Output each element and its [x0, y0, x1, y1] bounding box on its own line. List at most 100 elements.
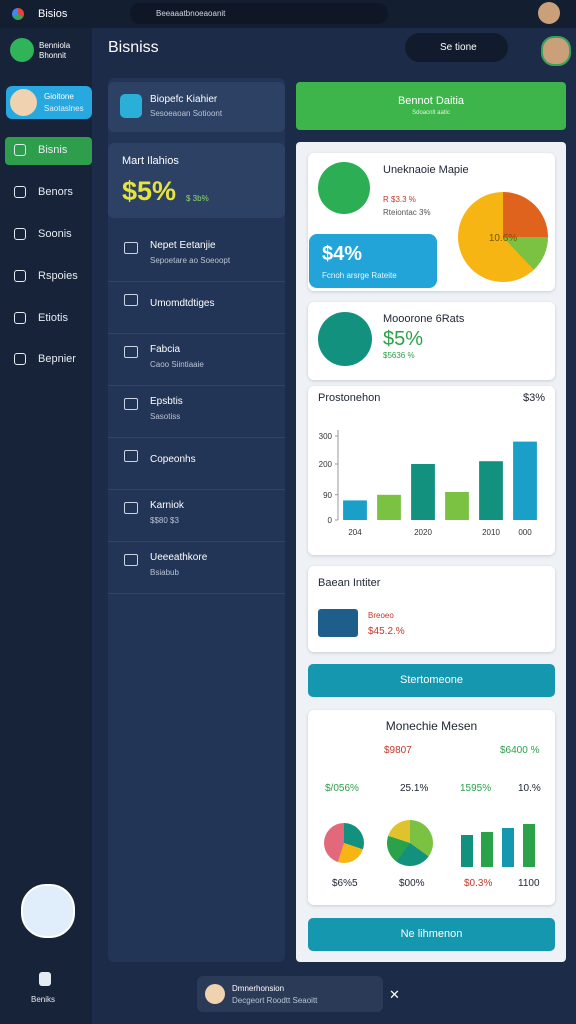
stat-sub: $5636 %: [383, 351, 415, 360]
sidebar: [0, 28, 92, 1024]
metric-value: $5%: [122, 176, 177, 206]
mini-bar: [461, 835, 473, 867]
badge-box: [309, 234, 437, 288]
card-line: Rteiontac 3%: [383, 208, 431, 217]
metric-card: [108, 143, 285, 218]
summary-value: 1100: [518, 878, 540, 889]
url: Beeaaatbnoeaoanit: [156, 9, 226, 18]
account-avatar[interactable]: [538, 2, 560, 24]
item-title: Fabcia: [150, 344, 181, 355]
mini-pie: [387, 820, 433, 866]
brand-name: Bhonnit: [39, 51, 67, 60]
y-tick-label: 0: [328, 516, 333, 525]
tab-title: Bisios: [38, 8, 68, 20]
pie: [458, 192, 548, 282]
summary-value: 25.1%: [400, 783, 429, 794]
stat-avatar: [318, 312, 372, 366]
list-item[interactable]: [108, 542, 285, 594]
toast: [197, 976, 383, 1012]
nav-item[interactable]: Bisnis: [38, 144, 68, 156]
y-tick-label: 300: [319, 432, 333, 441]
pie-label: 10.6%: [488, 233, 518, 244]
summary-value: $6%5: [332, 878, 358, 889]
card-line: R $3.3 %: [383, 195, 416, 204]
bar: [411, 464, 435, 520]
footer-icon: [39, 972, 51, 986]
summary-value: $9807: [384, 745, 412, 756]
list-item[interactable]: [108, 282, 285, 334]
item-icon: [124, 294, 138, 306]
nav-item[interactable]: Etiotis: [38, 312, 68, 324]
nav-icon: [14, 312, 26, 324]
profile-name: Gioitone: [44, 92, 74, 101]
nav-icon: [14, 353, 26, 365]
item-title: Umomdtdtiges: [150, 298, 215, 309]
metric-delta: $ 3b%: [186, 194, 209, 203]
nav-item[interactable]: Rspoies: [38, 270, 78, 282]
info-title: Biopefc Kiahier: [150, 94, 218, 105]
toast-close[interactable]: ✕: [389, 987, 400, 1002]
nav-icon: [14, 144, 26, 156]
brand-logo: [10, 38, 34, 62]
toast-subtitle: Decgeort Roodtt Seaoitt: [232, 996, 318, 1005]
nav-item[interactable]: Benors: [38, 186, 73, 198]
profile-role: Saotaslnes: [44, 104, 84, 113]
primary-button[interactable]: [296, 82, 566, 130]
badge-subtitle: Fcnoh arsrge Rateite: [322, 271, 397, 280]
card4-line: $45.2.%: [368, 626, 405, 637]
button-subtitle: Sdoacnlt aatic: [412, 110, 450, 116]
metric-label: Mart Ilahios: [122, 155, 179, 167]
bar: [343, 500, 367, 520]
button-title: Bennot Daitia: [397, 95, 465, 107]
chart-badge: $3%: [523, 392, 545, 404]
nav-item[interactable]: Soonis: [38, 228, 72, 240]
summary-value: $00%: [399, 878, 425, 889]
item-title: Epsbtis: [150, 396, 183, 407]
y-tick-label: 200: [319, 460, 333, 469]
profile-avatar: [10, 89, 37, 116]
card-title: Uneknaoie Mapie: [383, 164, 469, 176]
action-button[interactable]: Stertomeone: [308, 664, 555, 697]
list-item[interactable]: [108, 490, 285, 542]
item-subtitle: Caoo Siintiaaie: [150, 360, 204, 369]
card-avatar: [318, 162, 370, 214]
item-icon: [124, 398, 138, 410]
summary-value: $/056%: [325, 783, 359, 794]
header-avatar[interactable]: [541, 36, 571, 66]
mini-bar: [523, 824, 535, 867]
list-item[interactable]: [108, 334, 285, 386]
item-title: Karniok: [150, 500, 184, 511]
action-button[interactable]: Ne lihmenon: [308, 918, 555, 951]
summary-card: [308, 710, 555, 905]
summary-value: 1595%: [460, 783, 492, 794]
user-avatar[interactable]: [21, 884, 75, 938]
chart-title: Prostonehon: [318, 392, 380, 404]
browser-logo: [12, 8, 24, 20]
url-bar[interactable]: [130, 3, 388, 24]
bar: [377, 494, 401, 520]
item-title: Nepet Eetanjie: [150, 240, 216, 251]
card4-title: Baean Intiter: [318, 577, 381, 589]
nav-icon: [14, 228, 26, 240]
nav-item[interactable]: Bepnier: [38, 353, 76, 365]
search-text: Se tione: [440, 42, 477, 53]
bar: [479, 461, 503, 520]
info-subtitle: Sesoeaoan Sotioont: [150, 109, 223, 118]
list-item[interactable]: [108, 438, 285, 490]
search[interactable]: [405, 33, 508, 62]
page-title: Bisniss: [108, 39, 159, 56]
x-tick-label: 2020: [414, 528, 432, 537]
nav-icon: [14, 270, 26, 282]
chart: Prostonehon $3% 0 90 200 300 204 2020 2010 000: [308, 386, 555, 555]
bar: [513, 441, 537, 520]
list-item[interactable]: [108, 230, 285, 282]
item-subtitle: Bsiabub: [150, 568, 179, 577]
mini-bar: [481, 832, 493, 867]
item-icon: [124, 502, 138, 514]
summary-value: $0.3%: [464, 878, 493, 889]
item-title: Ueeeathkore: [150, 552, 208, 563]
list-item[interactable]: [108, 386, 285, 438]
x-tick-label: 000: [518, 528, 532, 537]
toast-avatar: [205, 984, 225, 1004]
